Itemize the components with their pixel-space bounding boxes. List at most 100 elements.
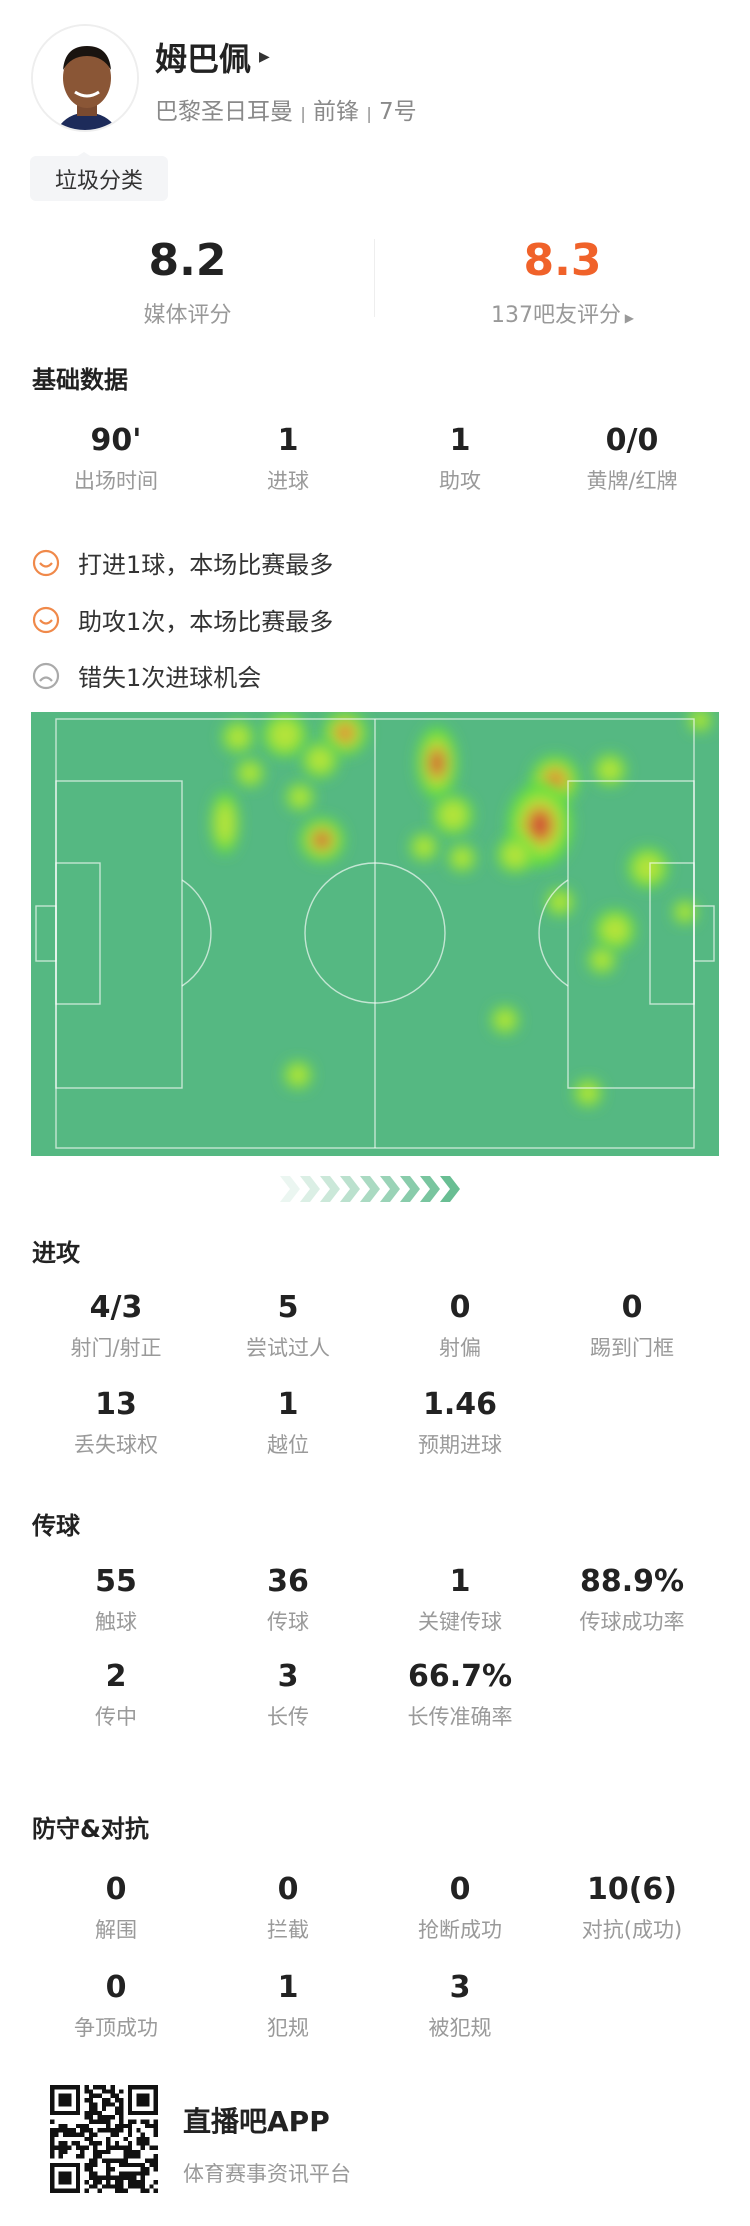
stat-basic: 1 助攻 xyxy=(374,425,546,495)
stat-label: 犯规 xyxy=(267,2016,309,2040)
media-rating-label: 媒体评分 xyxy=(143,303,232,328)
heat-spot xyxy=(588,946,616,974)
position: 前锋 xyxy=(313,99,360,125)
stat-value: 13 xyxy=(95,1387,137,1422)
stat-value: 0 xyxy=(105,1872,127,1907)
stat-defense: 10(6) 对抗(成功) xyxy=(546,1874,718,1944)
player-name: 姆巴佩 xyxy=(155,40,252,78)
stat-label: 解围 xyxy=(95,1918,137,1942)
stat-label: 丢失球权 xyxy=(74,1433,158,1457)
stat-passing: 55 触球 xyxy=(30,1566,202,1636)
stat-attack: 4/3 射门/射正 xyxy=(30,1292,202,1362)
stat-attack: 0 踢到门框 xyxy=(546,1292,718,1362)
stat-value: 1.46 xyxy=(422,1387,498,1422)
heat-spot xyxy=(628,848,668,888)
player-info: 巴黎圣日耳曼 | 前锋 | 7号 xyxy=(155,92,417,126)
stat-passing: 3 长传 xyxy=(202,1661,374,1731)
stat-label: 助攻 xyxy=(439,469,481,493)
stat-label: 射偏 xyxy=(439,1336,481,1360)
heat-spot xyxy=(546,888,574,916)
stat-basic: 0/0 黄牌/红牌 xyxy=(546,425,718,495)
stat-value: 0 xyxy=(105,1970,127,2005)
stat-basic: 90' 出场时间 xyxy=(30,425,202,495)
media-rating: 8.2 媒体评分 xyxy=(0,239,375,329)
stat-value: 4/3 xyxy=(89,1290,143,1325)
stat-label: 抢断成功 xyxy=(418,1918,502,1942)
highlight-text: 助攻1次，本场比赛最多 xyxy=(78,608,334,636)
section-title-defense: 防守&对抗 xyxy=(32,1815,149,1843)
stat-value: 1 xyxy=(449,1564,471,1599)
player-avatar[interactable] xyxy=(31,24,139,132)
heat-spot xyxy=(433,795,473,835)
stat-label: 预期进球 xyxy=(418,1433,502,1457)
chevron-right-icon xyxy=(360,1176,380,1202)
stat-label: 黄牌/红牌 xyxy=(586,469,678,493)
chevron-right-icon xyxy=(320,1176,340,1202)
highlight-item: 打进1球，本场比赛最多 xyxy=(32,545,333,580)
stat-passing: 2 传中 xyxy=(30,1661,202,1731)
heat-spot xyxy=(300,818,344,862)
heat-spot xyxy=(497,837,533,873)
stat-value: 1 xyxy=(277,1387,299,1422)
separator: | xyxy=(300,104,306,123)
pitch-lines xyxy=(35,718,715,1149)
stat-value: 0 xyxy=(449,1872,471,1907)
stat-label: 传球 xyxy=(267,1610,309,1634)
stat-passing: 36 传球 xyxy=(202,1566,374,1636)
heat-spot xyxy=(211,792,239,854)
stat-value: 90' xyxy=(90,423,142,458)
stat-label: 长传 xyxy=(267,1705,309,1729)
highlight-text: 错失1次进球机会 xyxy=(78,664,262,692)
divider xyxy=(374,239,375,317)
stat-passing: 66.7% 长传准确率 xyxy=(374,1661,546,1731)
stat-label: 传球成功率 xyxy=(579,1610,685,1634)
heat-spot xyxy=(595,910,635,950)
heat-spot xyxy=(302,742,338,778)
smile-icon xyxy=(32,549,60,576)
heat-spot xyxy=(323,712,367,755)
chevron-right-icon xyxy=(400,1176,420,1202)
stat-value: 0 xyxy=(277,1872,299,1907)
stat-defense: 0 拦截 xyxy=(202,1874,374,1944)
stat-attack: 1 越位 xyxy=(202,1389,374,1459)
stat-label: 进球 xyxy=(267,469,309,493)
app-tagline: 体育赛事资讯平台 xyxy=(183,2162,351,2186)
qr-code[interactable] xyxy=(50,2085,158,2193)
fan-rating-label: 137吧友评分 xyxy=(490,303,621,328)
heat-spot xyxy=(286,783,314,811)
stat-label: 拦截 xyxy=(267,1918,309,1942)
stat-value: 10(6) xyxy=(586,1872,678,1907)
stat-label: 长传准确率 xyxy=(407,1705,513,1729)
section-title-attack: 进攻 xyxy=(32,1239,80,1267)
separator: | xyxy=(366,104,372,123)
stat-defense: 3 被犯规 xyxy=(374,1972,546,2042)
stat-defense: 0 争顶成功 xyxy=(30,1972,202,2042)
stat-label: 出场时间 xyxy=(74,469,158,493)
player-tag[interactable]: 垃圾分类 xyxy=(30,152,168,201)
stat-value: 3 xyxy=(449,1970,471,2005)
highlight-text: 打进1球，本场比赛最多 xyxy=(78,551,334,579)
player-name-link[interactable]: 姆巴佩 ▶ xyxy=(155,34,270,80)
stat-attack: 1.46 预期进球 xyxy=(374,1389,546,1459)
chevron-right-icon xyxy=(280,1176,300,1202)
heatmap-layer xyxy=(211,712,712,1107)
chevron-right-icon xyxy=(300,1176,320,1202)
heat-spot xyxy=(448,844,476,872)
shirt-number: 7号 xyxy=(379,99,417,125)
stat-value: 55 xyxy=(95,1564,137,1599)
highlight-item: 助攻1次，本场比赛最多 xyxy=(32,602,333,637)
stat-value: 3 xyxy=(277,1659,299,1694)
heat-spot xyxy=(284,1061,312,1089)
stat-label: 射门/射正 xyxy=(70,1336,162,1360)
stat-value: 66.7% xyxy=(407,1659,513,1694)
stat-basic: 1 进球 xyxy=(202,425,374,495)
stat-value: 0 xyxy=(621,1290,643,1325)
stat-label: 触球 xyxy=(95,1610,137,1634)
stat-value: 88.9% xyxy=(579,1564,685,1599)
stat-label: 踢到门框 xyxy=(590,1336,674,1360)
section-title-basic: 基础数据 xyxy=(32,366,128,394)
heat-spot xyxy=(594,754,626,786)
stat-value: 36 xyxy=(267,1564,309,1599)
fan-rating[interactable]: 8.3 137吧友评分 ▶ xyxy=(375,239,750,329)
stat-attack: 0 射偏 xyxy=(374,1292,546,1362)
